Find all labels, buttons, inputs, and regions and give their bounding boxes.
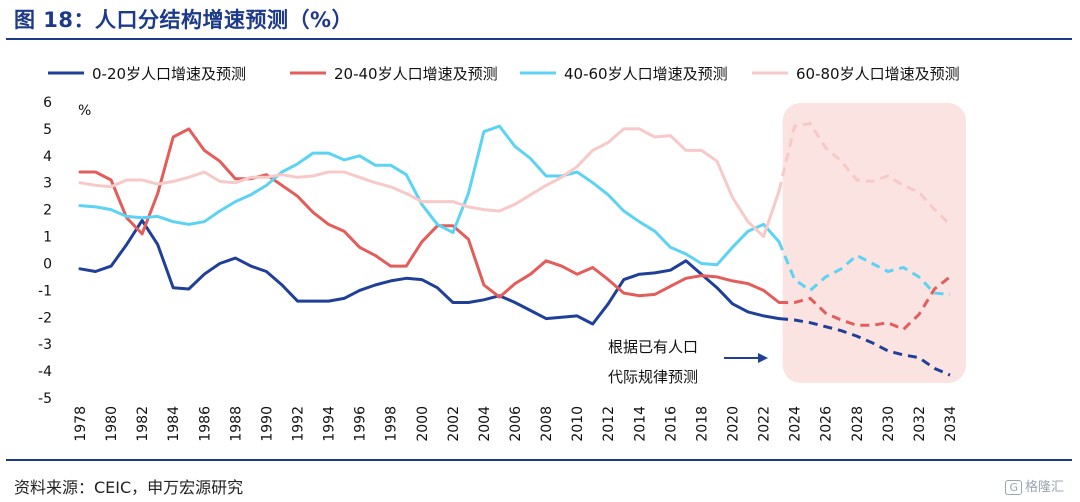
x-tick-label: 1988 — [228, 406, 244, 442]
x-tick-label: 1986 — [197, 406, 213, 442]
x-tick-label: 2034 — [943, 406, 959, 442]
series-line-2 — [78, 127, 781, 304]
watermark: G 格隆汇 — [1005, 476, 1064, 495]
x-tick-label: 1992 — [291, 406, 307, 442]
y-tick-label: 5 — [43, 122, 52, 138]
y-tick-label: 6 — [43, 95, 52, 111]
annotation-arrowhead-icon — [758, 353, 768, 363]
line-chart: -5 -4 -3 -2 -1 0 1 2 3 4 5 6 % 1978 1980 1982 1984 1986 19… — [38, 65, 966, 442]
x-tick-label: 1980 — [104, 406, 120, 442]
chart-title: 图 18：人口分结构增速预测（%） — [14, 8, 354, 32]
x-tick-label: 2022 — [757, 406, 773, 442]
y-tick-label: -5 — [38, 391, 52, 407]
series-line-3 — [78, 124, 781, 267]
y-tick-label: -2 — [38, 310, 52, 326]
watermark-text: 格隆汇 — [1024, 480, 1064, 495]
y-tick-label: 2 — [43, 203, 52, 219]
x-tick-label: 2026 — [819, 406, 835, 442]
x-tick-label: 2014 — [632, 406, 648, 442]
x-tick-label: 1996 — [353, 406, 369, 442]
x-tick-label: 2000 — [415, 406, 431, 442]
y-tick-label: 4 — [43, 149, 52, 165]
x-tick-label: 2010 — [570, 406, 586, 442]
y-tick-label: 3 — [43, 176, 52, 192]
x-tick-label: 2012 — [601, 406, 617, 442]
legend-label-4: 60-80岁人口增速及预测 — [796, 65, 960, 83]
watermark-logo-icon: G — [1005, 480, 1022, 495]
y-tick-label: -1 — [38, 283, 52, 299]
x-tick-label: 1994 — [322, 406, 338, 442]
annotation-line-2: 代际规律预测 — [608, 368, 698, 386]
series-line-1 — [78, 218, 781, 326]
source-note: 资料来源：CEIC，申万宏源研究 — [14, 478, 244, 497]
y-tick-label: 0 — [43, 256, 52, 272]
x-tick-label: 1978 — [73, 406, 89, 442]
x-tick-label: 2018 — [694, 406, 710, 442]
x-tick-label: 2020 — [726, 406, 742, 442]
x-tick-label: 1998 — [384, 406, 400, 442]
x-tick-label: 1990 — [259, 406, 275, 442]
series-forecast-line-3 — [777, 241, 951, 296]
legend-label-2: 20-40岁人口增速及预测 — [334, 65, 498, 83]
series-forecast-line-2 — [779, 275, 951, 332]
x-tick-label: 2008 — [539, 406, 555, 442]
x-tick-label: 2016 — [663, 406, 679, 442]
x-tick-label: 1982 — [135, 406, 151, 442]
series-line-4 — [78, 127, 781, 238]
legend-label-1: 0-20岁人口增速及预测 — [92, 65, 246, 83]
x-tick-label: 2002 — [446, 406, 462, 442]
y-tick-label: -3 — [38, 337, 52, 353]
series-forecast-line-4 — [777, 121, 952, 226]
x-tick-label: 2030 — [881, 406, 897, 442]
forecast-region — [782, 103, 966, 383]
annotation-line-1: 根据已有人口 — [608, 338, 698, 356]
legend-label-3: 40-60岁人口增速及预测 — [564, 65, 728, 83]
x-tick-label: 2004 — [477, 406, 493, 442]
x-tick-label: 1984 — [166, 406, 182, 442]
x-tick-label: 2006 — [508, 406, 524, 442]
y-tick-label: 1 — [43, 230, 52, 246]
y-axis-unit: % — [78, 103, 91, 119]
y-tick-label: -4 — [38, 364, 52, 380]
x-tick-label: 2024 — [788, 406, 804, 442]
x-tick-label: 2032 — [912, 406, 928, 442]
x-tick-label: 2028 — [850, 406, 866, 442]
footer-divider — [6, 459, 1072, 461]
title-divider — [6, 38, 1072, 40]
